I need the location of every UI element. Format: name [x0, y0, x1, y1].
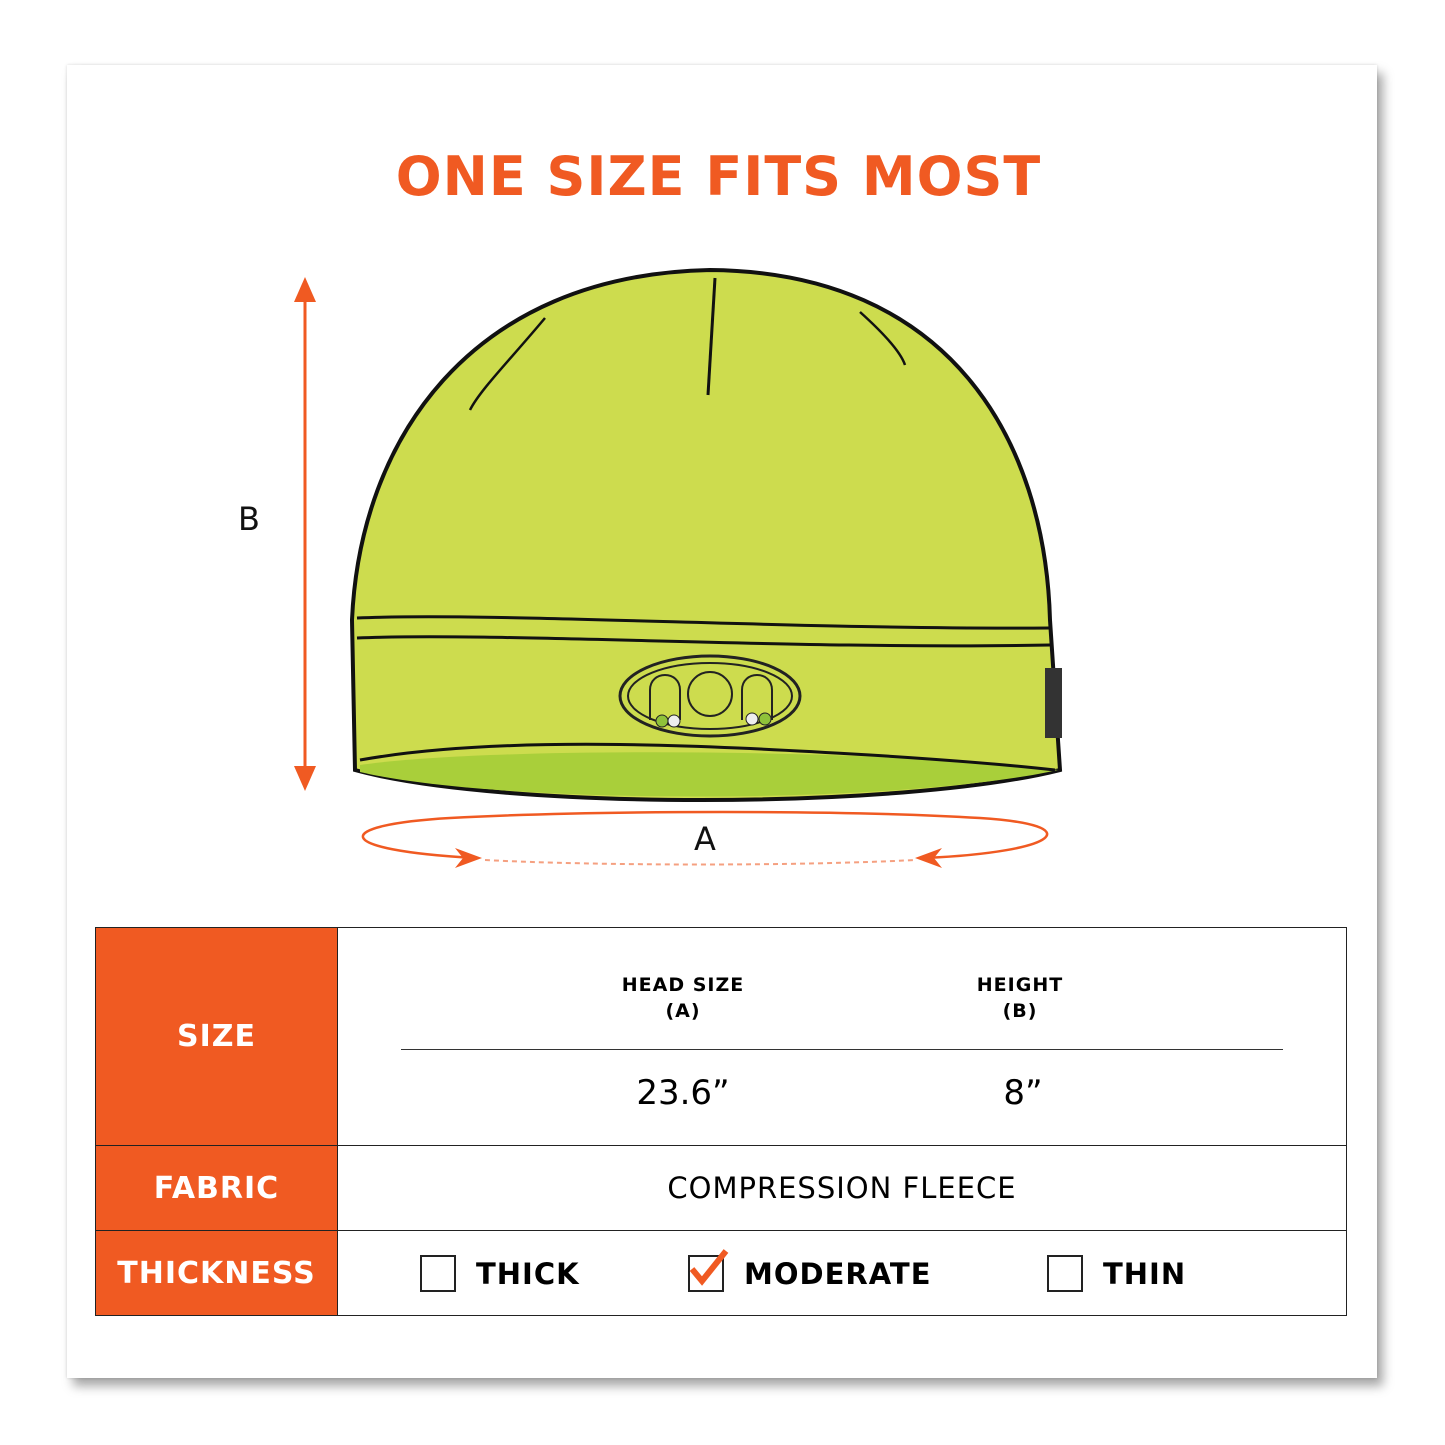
beanie-body [349, 267, 1063, 802]
thickness-row: THICKNESS THICK MODERATE THIN [95, 1230, 1347, 1316]
circumference-arrow [361, 810, 1049, 868]
moderate-label: MODERATE [744, 1256, 932, 1291]
height-title: HEIGHT [976, 974, 1064, 996]
thin-label: THIN [1103, 1256, 1187, 1291]
divider [401, 1049, 1283, 1050]
size-row: SIZE HEAD SIZE (A) HEIGHT (B) 23.6” 8” [95, 927, 1347, 1146]
head-size-sub: (A) [665, 1000, 701, 1022]
height-arrow [294, 277, 316, 791]
height-header: HEIGHT (B) [900, 972, 1140, 1024]
checkmark-icon [689, 1249, 729, 1286]
height-sub: (B) [1002, 1000, 1038, 1022]
beanie-illustration [294, 267, 1063, 868]
beanie-brim-inner [360, 752, 1058, 797]
head-size-header: HEAD SIZE (A) [563, 972, 803, 1024]
option-moderate: MODERATE [688, 1249, 932, 1292]
thin-checkbox [1047, 1255, 1083, 1292]
size-header: SIZE [95, 927, 338, 1146]
fabric-row: FABRIC COMPRESSION FLEECE [95, 1145, 1347, 1231]
moderate-checkbox [688, 1249, 729, 1292]
circumference-label: A [694, 820, 716, 858]
thick-checkbox [420, 1255, 456, 1292]
spec-table: SIZE HEAD SIZE (A) HEIGHT (B) 23.6” 8” FAB… [95, 927, 1347, 1316]
thick-label: THICK [476, 1256, 580, 1291]
height-value: 8” [1003, 1073, 1043, 1113]
headlamp-icon [618, 654, 802, 738]
option-thin: THIN [1047, 1255, 1186, 1292]
brand-tag [1045, 668, 1062, 738]
page-title: ONE SIZE FITS MOST [395, 145, 1042, 208]
fabric-value: COMPRESSION FLEECE [337, 1145, 1347, 1231]
option-thick: THICK [420, 1255, 580, 1292]
fabric-header: FABRIC [95, 1145, 338, 1231]
head-size-title: HEAD SIZE [621, 974, 745, 996]
height-label: B [238, 500, 260, 538]
head-size-value: 23.6” [636, 1073, 730, 1113]
thickness-header: THICKNESS [95, 1230, 338, 1316]
